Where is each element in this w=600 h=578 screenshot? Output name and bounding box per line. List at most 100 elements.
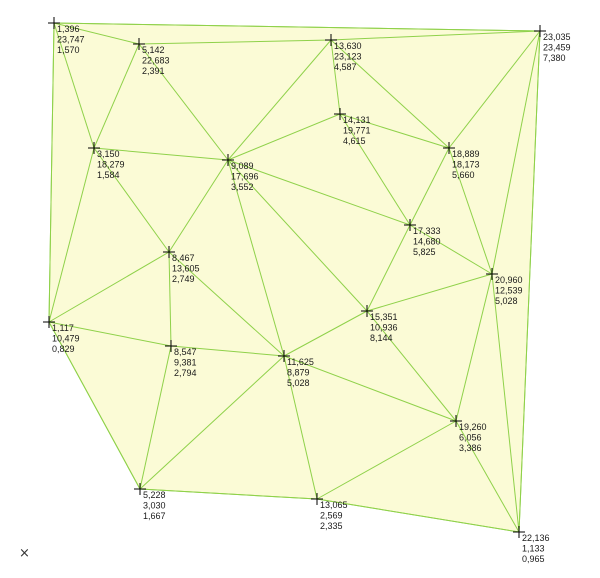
vertex-label-line: 19,771: [343, 126, 371, 136]
tin-edge-p6-p7: [93, 147, 229, 161]
vertex-marker-p7[interactable]: [222, 154, 234, 166]
tin-edge-p9-p11: [409, 224, 493, 275]
vertex-label-line: 14,680: [413, 237, 441, 247]
vertex-label-line: 3,386: [459, 443, 482, 453]
vertex-marker-p16[interactable]: [450, 415, 462, 427]
close-icon[interactable]: ×: [19, 546, 30, 561]
vertex-label-line: 3,030: [143, 501, 166, 511]
vertex-label-p6: 3,150 18,279 1,584: [97, 149, 125, 180]
vertex-label-line: 13,630: [334, 41, 362, 51]
vertex-marker-p17[interactable]: [134, 483, 146, 495]
vertex-label-line: 9,089: [231, 161, 254, 171]
vertex-label-p17: 5,228 3,030 1,667: [143, 490, 166, 521]
vertex-label-line: 1,667: [143, 511, 166, 521]
tin-edge-p13-p17: [48, 321, 141, 490]
vertex-label-p18: 13,065 2,569 2,335: [320, 500, 348, 531]
tin-edge-p3-p5: [330, 39, 341, 115]
tin-edge-p2-p7: [138, 43, 229, 161]
tin-edge-p11-p12: [366, 273, 493, 312]
vertex-label-line: 14,131: [343, 115, 371, 125]
vertex-label-line: 2,794: [174, 368, 197, 378]
tin-edge-p7-p12: [227, 159, 368, 312]
vertex-label-p12: 15,351 10,936 8,144: [370, 312, 398, 343]
vertex-marker-p1[interactable]: [48, 17, 60, 29]
vertex-label-line: 13,065: [320, 500, 348, 510]
tin-edge-p2-p6: [93, 43, 140, 149]
vertex-marker-p2[interactable]: [133, 38, 145, 50]
vertex-label-line: 23,123: [334, 52, 362, 62]
vertex-marker-p11[interactable]: [486, 268, 498, 280]
tin-edge-p5-p7: [227, 113, 341, 161]
vertex-marker-p19[interactable]: [513, 526, 525, 538]
tin-edge-p13-p14: [48, 321, 172, 347]
vertex-label-p16: 19,260 6,056 3,386: [459, 422, 487, 453]
vertex-label-p1: 1,396 23,747 1,570: [57, 24, 85, 55]
vertex-label-line: 5,660: [452, 170, 475, 180]
tin-edge-p12-p16: [366, 310, 457, 422]
vertex-label-line: 1,570: [57, 45, 80, 55]
vertex-marker-p9[interactable]: [404, 219, 416, 231]
vertex-label-line: 5,142: [142, 45, 165, 55]
vertex-label-p4: 23,035 23,459 7,380: [543, 32, 571, 63]
tin-edge-p7-p15: [227, 159, 285, 357]
tin-edge-p11-p19: [491, 273, 520, 533]
vertex-label-p15: 11,625 8,879 5,028: [287, 357, 314, 388]
vertex-marker-p4[interactable]: [534, 25, 546, 37]
vertex-marker-p10[interactable]: [163, 246, 175, 258]
vertex-marker-p18[interactable]: [311, 493, 323, 505]
vertex-label-line: 15,351: [370, 312, 398, 322]
vertex-label-line: 6,056: [459, 433, 482, 443]
vertex-label-line: 3,552: [231, 182, 254, 192]
vertex-label-line: 8,467: [172, 253, 195, 263]
vertex-label-line: 11,625: [287, 357, 314, 367]
vertex-marker-p15[interactable]: [278, 350, 290, 362]
vertex-label-line: 13,605: [172, 264, 200, 274]
vertex-label-line: 5,825: [413, 247, 436, 257]
tin-edge-p4-p11: [491, 30, 541, 275]
vertex-marker-p5[interactable]: [334, 108, 346, 120]
vertex-label-line: 1,396: [57, 24, 80, 34]
vertex-label-line: 9,381: [174, 358, 197, 368]
vertex-marker-p13[interactable]: [43, 316, 55, 328]
vertex-label-line: 1,117: [52, 323, 74, 333]
vertex-label-line: 22,683: [142, 56, 170, 66]
vertex-label-line: 2,335: [320, 521, 343, 531]
tin-edge-p3-p7: [227, 39, 332, 161]
tin-edge-p15-p17: [139, 355, 285, 490]
vertex-label-p14: 8,547 9,381 2,794: [174, 347, 197, 378]
vertex-label-line: 2,749: [172, 274, 195, 284]
vertex-marker-p14[interactable]: [165, 340, 177, 352]
tin-edge-p17-p18: [139, 488, 318, 500]
tin-edge-p1-p6: [53, 22, 95, 149]
tin-edge-p2-p3: [138, 39, 332, 45]
vertex-label-p11: 20,960 12,539 5,028: [495, 275, 523, 306]
tin-edge-p12-p15: [283, 310, 368, 357]
tin-edge-p3-p8: [330, 39, 450, 149]
vertex-label-line: 10,479: [52, 334, 80, 344]
vertex-label-line: 17,333: [413, 226, 441, 236]
vertex-label-line: 5,228: [143, 490, 166, 500]
tin-edge-p7-p10: [168, 159, 229, 253]
vertex-marker-p6[interactable]: [88, 142, 100, 154]
vertex-label-p7: 9,089 17,696 3,552: [231, 161, 259, 192]
vertex-label-p9: 17,333 14,680 5,825: [413, 226, 441, 257]
vertex-label-line: 1,584: [97, 170, 120, 180]
tin-edge-p5-p8: [339, 113, 450, 149]
vertex-label-line: 20,960: [495, 275, 523, 285]
tin-edge-p10-p13: [48, 251, 170, 323]
vertex-marker-p3[interactable]: [325, 34, 337, 46]
vertex-label-p8: 18,889 18,173 5,660: [452, 149, 480, 180]
tin-edge-p10-p15: [168, 251, 285, 357]
vertex-label-line: 7,380: [543, 53, 566, 63]
tin-vertex-markers: [43, 17, 546, 538]
vertex-marker-p8[interactable]: [443, 142, 455, 154]
tin-hull-area: [48, 22, 541, 533]
tin-edges: [48, 22, 541, 533]
vertex-label-line: 18,173: [452, 160, 480, 170]
vertex-label-line: 2,391: [142, 66, 165, 76]
tin-edge-p10-p14: [168, 251, 172, 347]
vertex-marker-p12[interactable]: [361, 305, 373, 317]
vertex-label-line: 8,547: [174, 347, 197, 357]
tin-edge-p4-p8: [448, 30, 541, 149]
